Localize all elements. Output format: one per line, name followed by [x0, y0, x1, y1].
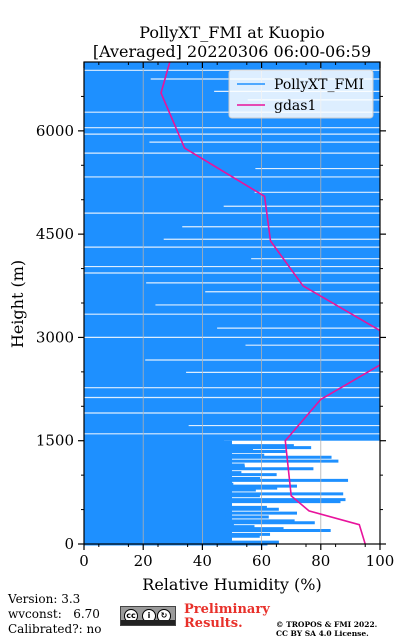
x-tick-label: 100	[366, 552, 395, 570]
x-tick-label: 80	[311, 552, 330, 570]
calibrated-text: Calibrated?: no	[8, 622, 102, 636]
x-tick-label: 60	[252, 552, 271, 570]
copyright-line1: © TROPOS & FMI 2022.	[276, 620, 378, 629]
y-tick-label: 6000	[36, 122, 74, 140]
wvconst-text: wvconst: 6.70	[8, 607, 100, 621]
cc-by-sa-icon: cc i ↻	[120, 606, 176, 626]
chart-title-line1: PollyXT_FMI at Kuopio	[139, 23, 325, 42]
x-tick-label: 0	[79, 552, 89, 570]
x-axis-label: Relative Humidity (%)	[142, 575, 321, 594]
rh-profile-chart: PollyXT_FMI at Kuopio [Averaged] 2022030…	[8, 23, 395, 594]
footer-info: Version: 3.3 wvconst: 6.70 Calibrated?: …	[8, 592, 101, 637]
y-tick-label: 1500	[36, 432, 74, 450]
legend-label-PollyXT_FMI: PollyXT_FMI	[274, 77, 364, 93]
x-tick-label: 40	[193, 552, 212, 570]
copyright-notice: © TROPOS & FMI 2022. CC BY SA 4.0 Licens…	[276, 620, 377, 638]
copyright-line2: CC BY SA 4.0 License.	[276, 629, 369, 638]
x-tick-label: 20	[134, 552, 153, 570]
y-tick-label: 0	[64, 535, 74, 553]
y-tick-label: 4500	[36, 225, 74, 243]
y-axis-label: Height (m)	[8, 260, 27, 348]
version-text: Version: 3.3	[8, 592, 81, 606]
legend-box	[228, 69, 374, 119]
preliminary-line2: Results.	[184, 616, 243, 631]
y-tick-label: 3000	[36, 328, 74, 346]
chart-title-line2: [Averaged] 20220306 06:00-06:59	[93, 42, 371, 61]
legend-label-gdas1: gdas1	[274, 98, 316, 114]
preliminary-notice: Preliminary Results.	[184, 603, 270, 631]
gdas1-line	[160, 62, 380, 544]
preliminary-line1: Preliminary	[184, 602, 270, 617]
lidar-fill-1	[84, 62, 380, 441]
